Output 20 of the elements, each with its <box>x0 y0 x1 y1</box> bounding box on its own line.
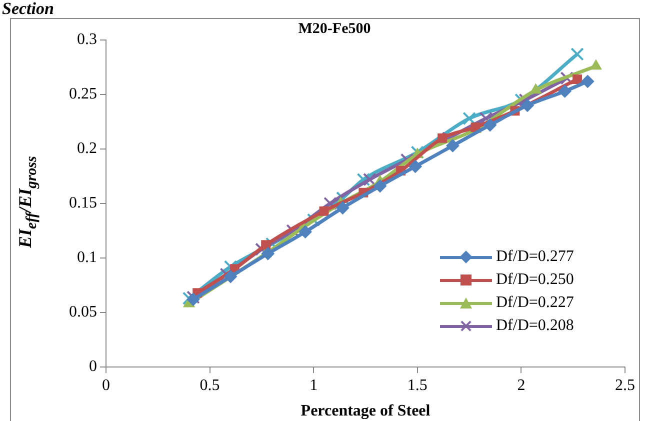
legend-label: Df/D=0.277 <box>496 248 574 266</box>
y-tick-label: 0 <box>89 358 97 376</box>
legend-label: Df/D=0.227 <box>496 294 574 312</box>
x-tick-label: 2.5 <box>615 376 635 394</box>
x-tick-label: 1.5 <box>407 376 428 394</box>
y-tick-label: 0.25 <box>69 86 97 103</box>
legend-label: Df/D=0.208 <box>496 316 574 334</box>
chart-title: M20-Fe500 <box>298 20 371 37</box>
y-tick-label: 0.15 <box>69 194 97 212</box>
y-tick-label: 0.3 <box>77 31 97 48</box>
y-tick-label: 0.1 <box>77 249 97 266</box>
y-tick-label: 0.05 <box>69 304 97 321</box>
x-tick-label: 1 <box>310 376 318 394</box>
text: Section <box>2 0 54 18</box>
y-tick-label: 0.2 <box>77 140 97 158</box>
x-tick-label: 0.5 <box>200 376 220 394</box>
x-tick-label: 0 <box>102 376 110 394</box>
legend-label: Df/D=0.250 <box>496 270 574 288</box>
x-axis-title: Percentage of Steel <box>300 402 431 420</box>
x-tick-label: 2 <box>517 376 526 394</box>
